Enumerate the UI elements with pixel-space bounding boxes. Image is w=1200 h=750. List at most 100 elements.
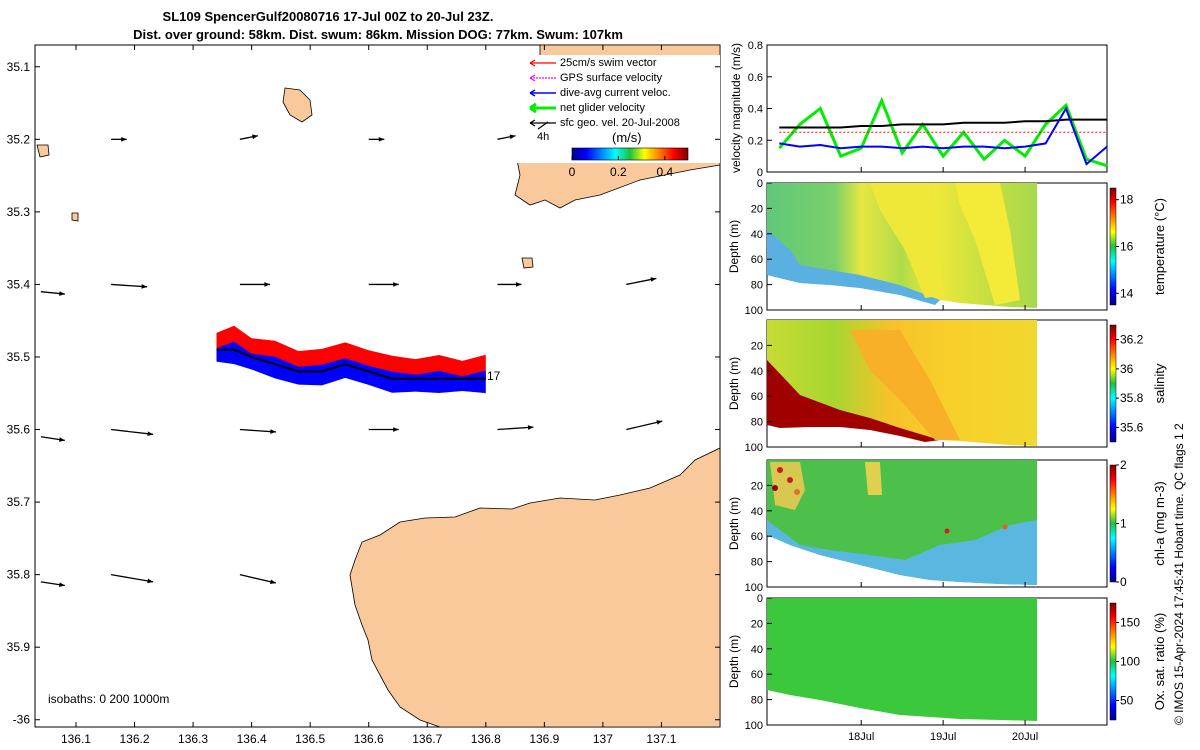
sfc-vector-head bbox=[147, 578, 154, 584]
depth-tick-label: 60 bbox=[751, 391, 763, 403]
map-x-tick-label: 136.5 bbox=[295, 732, 325, 746]
map-x-tick-label: 136.9 bbox=[529, 732, 559, 746]
sfc-vector-head bbox=[59, 291, 65, 296]
salinity-orange-band bbox=[850, 330, 960, 440]
map-x-tick-label: 137.1 bbox=[646, 732, 676, 746]
depth-axis-label: Depth (m) bbox=[727, 357, 741, 410]
sfc-vector-head bbox=[650, 277, 657, 282]
map-colorbar-ticks: 0 0.2 0.4 bbox=[569, 156, 673, 179]
map-y-tick-label: 35.7 bbox=[7, 495, 31, 509]
map-panel: 25cm/s swim vector GPS surface velocity … bbox=[7, 44, 721, 746]
velocity-y-tick-label: 0.4 bbox=[748, 104, 763, 116]
sfc-vector-head bbox=[147, 431, 154, 437]
glider-track-layer bbox=[216, 325, 486, 394]
chla-dot bbox=[944, 528, 950, 534]
map-colorbar bbox=[571, 147, 689, 161]
legend-swim-label: 25cm/s swim vector bbox=[560, 57, 657, 69]
land-island-4 bbox=[521, 257, 534, 269]
depth-axis-label: Depth (m) bbox=[727, 635, 741, 688]
legend-dive-label: dive-avg current veloc. bbox=[560, 87, 671, 99]
title-line1: SL109 SpencerGulf20080716 17-Jul 00Z to … bbox=[163, 9, 494, 24]
time-tick-label: 18Jul bbox=[848, 731, 874, 743]
depth-tick-label: 40 bbox=[751, 506, 763, 518]
map-x-ticks: 136.1 136.2 136.3 136.4 136.5 136.6 136.7 136.8… bbox=[61, 45, 677, 746]
sfc-vector-layer bbox=[40, 134, 663, 587]
map-y-tick-label: 35.4 bbox=[7, 277, 31, 291]
chla-low-bottom bbox=[767, 520, 1037, 585]
map-x-tick-label: 136.6 bbox=[354, 732, 384, 746]
salinity-panel bbox=[766, 319, 1108, 448]
sfc-vector bbox=[239, 574, 277, 584]
depth-tick-label: 100 bbox=[745, 442, 763, 454]
map-y-tick-label: 35.6 bbox=[7, 423, 31, 437]
salinity-high-bottom bbox=[767, 360, 940, 442]
time-tick-label: 19Jul bbox=[930, 731, 956, 743]
map-x-tick-label: 137 bbox=[593, 732, 613, 746]
sfc-vector bbox=[239, 428, 276, 433]
colorbar-label: temperature (°C) bbox=[1152, 198, 1167, 295]
chla-dot bbox=[772, 485, 778, 491]
depth-tick-label: 60 bbox=[751, 254, 763, 266]
colorbar-tick-label: 150 bbox=[1120, 616, 1140, 630]
temperature-cool-bottom bbox=[767, 230, 940, 305]
depth-tick-label: 80 bbox=[751, 280, 763, 292]
depth-tick-label: 60 bbox=[751, 531, 763, 543]
colorbar-tick-label: 0.4 bbox=[656, 165, 673, 179]
sfc-vector-head bbox=[59, 582, 65, 587]
sfc-vector-head bbox=[393, 282, 399, 287]
legend-4h-label: 4h bbox=[537, 131, 549, 143]
depth-axis-label: Depth (m) bbox=[727, 497, 741, 550]
legend-gps-label: GPS surface velocity bbox=[560, 72, 663, 84]
map-y-tick-label: 35.5 bbox=[7, 350, 31, 364]
chla-panel bbox=[766, 459, 1108, 588]
velocity-ylabel: velocity magnitude (m/s) bbox=[729, 43, 743, 173]
sfc-vector-head bbox=[141, 284, 148, 289]
depth-tick-label: 40 bbox=[751, 366, 763, 378]
depth-tick-label: 100 bbox=[745, 720, 763, 732]
colorbar-tick-label: 0 bbox=[569, 165, 576, 179]
sfc-vector-head bbox=[270, 579, 276, 585]
heatmap-ticks: 0 20 40 60 80 100 Depth (m) 20 40 60 80 100 Depth (m… bbox=[727, 167, 1038, 743]
chla-high-patch bbox=[770, 462, 805, 510]
colorbar-units-label: (m/s) bbox=[612, 130, 642, 145]
track-end-label: 17 bbox=[487, 369, 501, 383]
map-y-tick-label: 35.9 bbox=[7, 640, 31, 654]
depth-tick-label: 60 bbox=[751, 669, 763, 681]
velocity-series-line bbox=[779, 106, 1108, 166]
legend-dive-avg: dive-avg current veloc. bbox=[529, 87, 671, 99]
land-south bbox=[349, 447, 720, 727]
colorbar-tick-label: 18 bbox=[1120, 193, 1134, 207]
colorbar-tick-label: 36 bbox=[1120, 362, 1134, 376]
depth-tick-label: 40 bbox=[751, 644, 763, 656]
velocity-series-line bbox=[779, 118, 1107, 129]
heatmap-colorbar bbox=[1109, 602, 1117, 721]
depth-tick-label: 20 bbox=[751, 203, 763, 215]
land-island-2 bbox=[36, 144, 50, 158]
sfc-vector-head bbox=[527, 425, 534, 430]
sfc-vector-head bbox=[515, 282, 522, 287]
depth-tick-label: 20 bbox=[751, 340, 763, 352]
sfc-vector bbox=[111, 573, 154, 583]
colorbar-tick-label: 0 bbox=[1120, 575, 1127, 589]
map-x-tick-label: 136.8 bbox=[471, 732, 501, 746]
colorbar-label: chl-a (mg m-3) bbox=[1152, 481, 1167, 566]
sfc-vector-head bbox=[378, 136, 385, 142]
isobaths-label: isobaths: 0 200 1000m bbox=[48, 692, 169, 706]
velocity-y-tick-label: 0.8 bbox=[748, 40, 763, 52]
heatmap-colorbars: 14 16 18 temperature (°C) 35.6 35.8 36 36.2 sali… bbox=[1109, 187, 1167, 721]
colorbar-tick-label: 35.6 bbox=[1120, 420, 1144, 434]
chla-dot bbox=[794, 489, 800, 495]
colorbar-tick-label: 14 bbox=[1120, 286, 1134, 300]
chla-dot bbox=[787, 477, 793, 483]
sfc-vector-head bbox=[393, 427, 399, 432]
map-legend: 25cm/s swim vector GPS surface velocity … bbox=[529, 57, 689, 179]
depth-tick-label: 40 bbox=[751, 229, 763, 241]
temperature-warm-wedge-1 bbox=[870, 183, 945, 298]
sfc-vector-head bbox=[509, 134, 516, 140]
velocity-series-line bbox=[778, 96, 1108, 168]
time-tick-label: 20Jul bbox=[1012, 731, 1038, 743]
colorbar-label: Ox. sat. ratio (%) bbox=[1152, 613, 1167, 711]
velocity-series bbox=[778, 96, 1108, 168]
